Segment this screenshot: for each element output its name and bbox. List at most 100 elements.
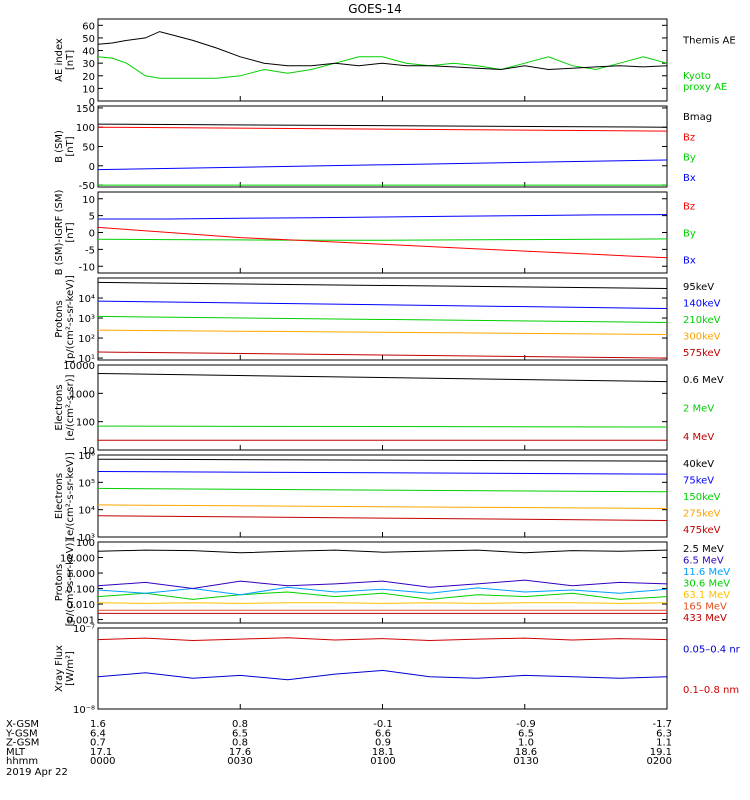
y-axis-label: Electrons[e/(cm²-s-sr-keV)]: [54, 452, 76, 540]
panel-frame: [97, 454, 668, 538]
series-line-2-5-mev: [97, 549, 668, 554]
x-label-row-value: 6.6: [375, 728, 391, 739]
y-axis-label-line: Electrons: [54, 473, 65, 519]
x-label-row-value: 0000: [90, 756, 115, 767]
series-line-63-1-mev: [97, 602, 668, 604]
y-axis-label: Protons[p/(cm²-s-sr-keV)]: [54, 275, 76, 363]
y-tick-label: 10²: [78, 334, 95, 345]
series-line-140kev: [97, 300, 668, 309]
y-axis-label: B (SM)-IGRF (SM)[nT]: [54, 190, 76, 276]
legend-entry: 2 MeV: [683, 404, 714, 415]
y-axis-label-line: B (SM): [54, 130, 65, 163]
y-axis-label-line: [e/(cm²-s-sr)]: [65, 374, 76, 440]
y-tick-label: 0.010: [66, 600, 95, 611]
legend-entry: 150keV: [683, 492, 721, 503]
legend-entry: 0.1–0.8 nm: [683, 685, 739, 696]
y-axis-label-line: [nT]: [65, 136, 76, 156]
y-tick-label: 10.000: [60, 554, 95, 565]
y-tick-label: 60: [82, 21, 95, 32]
y-tick-label: 50: [82, 34, 95, 45]
x-label-row-value: 17.1: [90, 747, 112, 758]
series-line-bz: [97, 226, 668, 259]
legend-entry: Bx: [683, 256, 696, 267]
legend-entry: 4 MeV: [683, 432, 714, 443]
legend-entry: 165 MeV: [683, 602, 727, 613]
x-label-row-value: 0130: [513, 756, 538, 767]
y-tick-label: -10: [79, 262, 95, 273]
y-axis-label: B (SM)[nT]: [54, 130, 76, 163]
panel-frame: [97, 105, 668, 188]
y-axis-label: Protons[p/(cm²-s-sr-keV)]: [54, 539, 76, 627]
x-label-row-value: 1.1: [656, 738, 672, 749]
panel-frame: [97, 191, 668, 274]
legend-entry: 2.5 MeV: [683, 544, 724, 555]
x-label-row-value: 0100: [370, 756, 395, 767]
x-label-row-value: 6.5: [232, 728, 248, 739]
x-label-row-value: 1.6: [90, 719, 106, 730]
legend-entry: Bx: [683, 173, 696, 184]
y-tick-label: 0: [89, 162, 95, 173]
y-axis-label-line: Electrons: [54, 384, 65, 430]
y-axis-label-line: [e/(cm²-s-sr-keV)]: [65, 452, 76, 540]
legend-entry: 210keV: [683, 315, 721, 326]
y-tick-label: 10³: [78, 314, 95, 325]
series-line-40kev: [97, 458, 668, 462]
x-label-row-value: 6.4: [90, 728, 106, 739]
series-line-575kev: [97, 351, 668, 359]
series-line-475kev: [97, 515, 668, 521]
y-tick-label: 10⁻⁷: [73, 624, 95, 635]
y-tick-label: 10⁶: [78, 451, 95, 462]
x-label-row-value: 18.1: [372, 747, 394, 758]
y-tick-label: 0: [89, 97, 95, 108]
series-line-0-6-mev: [97, 373, 668, 383]
series-line-75kev: [97, 471, 668, 475]
y-axis-label-line: [nT]: [65, 222, 76, 242]
series-line-0-1-0-8-nm: [97, 637, 668, 642]
y-tick-label: 10¹: [78, 354, 95, 365]
series-line-by: [97, 238, 668, 241]
y-tick-label: 0.001: [66, 616, 95, 627]
x-label-row-title: X-GSM: [6, 719, 39, 730]
legend-entry: 11.6 MeV: [683, 567, 730, 578]
legend-entry: 140keV: [683, 299, 721, 310]
y-axis-label-line: Protons: [54, 300, 65, 337]
y-tick-label: 10³: [78, 533, 95, 544]
panel-frame: [97, 541, 668, 624]
x-label-row-value: -0.9: [516, 719, 536, 730]
y-tick-label: -5: [85, 245, 95, 256]
legend-entry: Kyoto: [683, 71, 711, 82]
legend-entry: By: [683, 153, 696, 164]
y-tick-label: 0: [89, 229, 95, 240]
y-tick-label: 1000: [70, 389, 95, 400]
y-axis-label: AE index[nT]: [54, 38, 76, 82]
x-label-row-value: 6.5: [518, 728, 534, 739]
date-label: 2019 Apr 22: [6, 767, 68, 778]
legend-entry: By: [683, 229, 696, 240]
series-line-bx: [97, 159, 668, 171]
legend-entry: 0.05–0.4 nr: [683, 644, 741, 655]
legend-entry: 433 MeV: [683, 613, 727, 624]
x-label-row-value: -1.7: [652, 719, 672, 730]
legend-entry: Bz: [683, 132, 695, 143]
x-label-row-value: 0030: [227, 756, 252, 767]
x-label-row-value: 1.0: [518, 738, 534, 749]
y-tick-label: 50: [82, 143, 95, 154]
y-axis-label-line: [W/m²]: [65, 651, 76, 686]
series-line-2-mev: [97, 425, 668, 428]
legend-entry: Bmag: [683, 112, 712, 123]
y-tick-label: -50: [79, 181, 95, 192]
panel-8: 10⁻⁸ 10⁻⁷ Xray Flux[W/m²] 0.1–0.8 nm 0.05–0.…: [54, 624, 741, 716]
series-line-bz: [97, 126, 668, 132]
y-axis-label-line: AE index: [54, 38, 65, 82]
x-label-row-value: 0.9: [375, 738, 391, 749]
y-tick-label: 10⁻⁸: [73, 705, 95, 716]
legend-entry: 75keV: [683, 476, 714, 487]
x-label-row-title: hhmm: [6, 756, 38, 767]
series-line-150kev: [97, 487, 668, 493]
y-axis-label: Electrons[e/(cm²-s-sr)]: [54, 374, 76, 440]
legend-entry: 0.6 MeV: [683, 375, 724, 386]
series-line-kyoto-proxy-ae: [97, 56, 668, 79]
